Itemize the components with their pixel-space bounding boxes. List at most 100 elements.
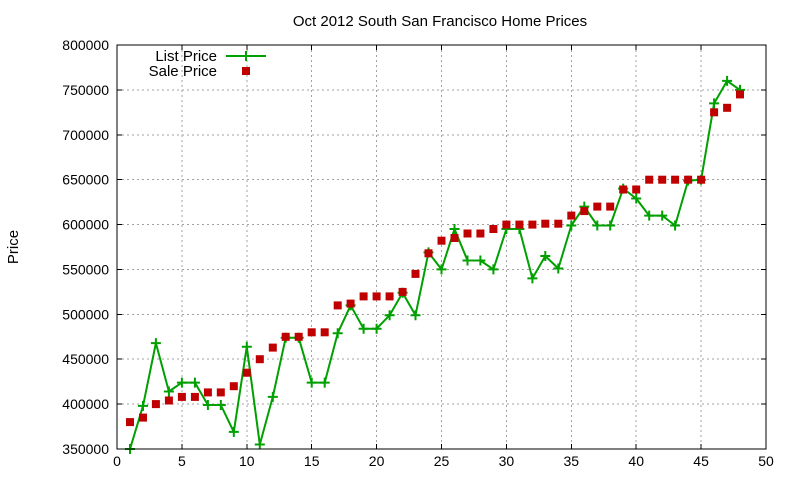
- sale-price-point: [541, 219, 550, 228]
- list-price-point: [202, 400, 213, 410]
- x-tick-label: 20: [369, 453, 385, 469]
- sale-price-point: [463, 229, 472, 238]
- sale-price-point: [255, 355, 264, 364]
- list-price-point: [332, 328, 343, 339]
- sale-price-point: [372, 292, 381, 301]
- sale-price-point: [723, 103, 732, 112]
- legend: List Price Sale Price: [149, 48, 266, 80]
- sale-price-point: [489, 225, 498, 233]
- y-tick-label: 600000: [62, 217, 109, 233]
- list-price-line: [129, 79, 741, 450]
- list-price-point: [540, 251, 551, 261]
- sale-price-point: [385, 292, 394, 301]
- sale-price-point: [658, 175, 667, 184]
- sale-price-point: [515, 220, 524, 229]
- legend-list-price-marker: [241, 51, 251, 61]
- series-layer: [125, 75, 745, 454]
- list-price-point: [631, 193, 642, 204]
- sale-price-point: [619, 185, 628, 194]
- sale-price-point: [710, 108, 719, 117]
- list-price-point: [462, 255, 473, 266]
- sale-price-point: [320, 328, 329, 337]
- legend-label-list-price: List Price: [155, 48, 217, 65]
- list-price-point: [644, 210, 655, 221]
- list-price-point: [228, 426, 239, 437]
- sale-price-point: [177, 392, 186, 401]
- list-price-point: [254, 439, 265, 450]
- sale-price-point: [736, 90, 744, 99]
- y-tick-label: 700000: [62, 127, 109, 143]
- sale-price-point: [684, 175, 693, 184]
- list-price-point: [267, 391, 278, 402]
- sale-price-point: [554, 219, 563, 228]
- sale-price-point: [437, 236, 446, 245]
- sale-price-point: [164, 396, 173, 405]
- legend-label-sale-price: Sale Price: [149, 63, 217, 80]
- sale-price-point: [502, 220, 511, 229]
- list-price-point: [488, 264, 499, 275]
- sale-price-point: [528, 220, 537, 229]
- sale-price-point: [203, 388, 212, 397]
- x-tick-label: 15: [304, 453, 320, 469]
- list-price-point: [138, 400, 148, 411]
- list-price-point: [410, 310, 421, 321]
- y-tick-label: 650000: [62, 172, 109, 188]
- sale-price-point: [346, 299, 355, 308]
- sale-price-point: [216, 388, 225, 397]
- list-price-point: [592, 220, 603, 231]
- x-tick-label: 5: [178, 453, 186, 469]
- list-price-point: [566, 220, 577, 231]
- list-price-point: [150, 338, 161, 349]
- list-price-point: [449, 224, 460, 234]
- sale-price-point: [359, 292, 368, 301]
- tick-layer: 0 5 10 15 20 25 30 35 40 45 50 350000 400000 450000 50…: [62, 37, 774, 469]
- sale-price-point: [190, 392, 199, 401]
- sale-price-point: [307, 328, 316, 337]
- x-tick-label: 30: [499, 453, 515, 469]
- sale-price-point: [333, 301, 342, 310]
- list-price-point: [670, 220, 681, 231]
- sale-price-point: [151, 400, 160, 409]
- sale-price-point: [645, 175, 654, 184]
- sale-price-point: [450, 234, 459, 242]
- x-tick-label: 50: [758, 453, 774, 469]
- sale-price-point: [671, 175, 680, 184]
- x-tick-label: 25: [434, 453, 450, 469]
- y-tick-label: 500000: [62, 306, 109, 322]
- list-price-point: [241, 341, 252, 352]
- plot-border: [116, 44, 767, 450]
- sale-price-point: [424, 249, 433, 258]
- sale-price-point: [567, 211, 576, 220]
- x-tick-label: 35: [564, 453, 580, 469]
- x-tick-label: 0: [113, 453, 121, 469]
- sale-price-point: [606, 202, 615, 211]
- list-price-point: [306, 377, 317, 388]
- sale-price-point: [281, 332, 290, 341]
- sale-price-point: [242, 368, 251, 377]
- sale-price-point: [632, 185, 641, 194]
- y-tick-label: 550000: [62, 261, 109, 277]
- list-price-point: [371, 323, 382, 334]
- list-price-point: [436, 264, 447, 275]
- sale-price-point: [593, 202, 602, 211]
- x-tick-label: 45: [693, 453, 709, 469]
- list-price-point: [527, 273, 538, 284]
- list-price-point: [384, 310, 395, 321]
- list-price-point: [722, 75, 733, 86]
- list-price-point: [358, 323, 369, 334]
- sale-price-point: [398, 287, 407, 296]
- list-price-point: [215, 400, 226, 410]
- sale-price-point: [268, 343, 277, 352]
- sale-price-point: [139, 413, 147, 422]
- list-price-point: [709, 98, 720, 109]
- legend-sale-price-marker: [242, 67, 250, 75]
- x-tick-label: 40: [628, 453, 644, 469]
- list-price-point: [475, 255, 486, 266]
- list-price-point: [189, 377, 200, 388]
- sale-price-point: [126, 418, 134, 427]
- y-tick-label: 400000: [62, 396, 109, 412]
- y-tick-label: 450000: [62, 351, 109, 367]
- sale-price-point: [294, 332, 303, 341]
- y-tick-label: 350000: [62, 441, 109, 457]
- x-tick-label: 10: [239, 453, 255, 469]
